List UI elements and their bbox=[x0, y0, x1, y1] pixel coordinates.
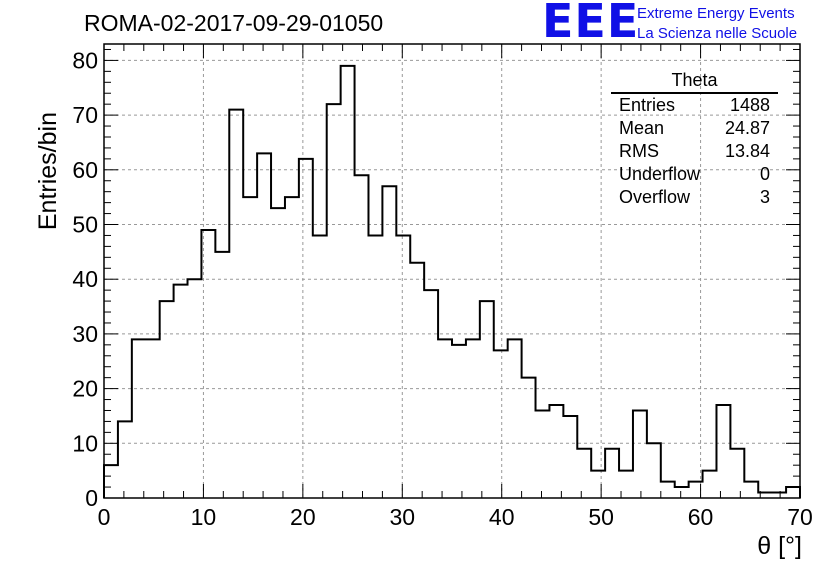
histogram-bin bbox=[730, 449, 744, 498]
histogram-bin bbox=[438, 339, 452, 498]
stats-row-overflow: Overflow 3 bbox=[611, 186, 778, 209]
histogram-bin bbox=[313, 235, 327, 498]
stats-value: 3 bbox=[759, 187, 770, 207]
stats-label: Mean bbox=[619, 118, 665, 138]
histogram-bin bbox=[243, 197, 257, 498]
histogram-bin bbox=[132, 339, 146, 498]
x-axis-label: θ [°] bbox=[757, 532, 802, 560]
histogram-bin bbox=[744, 482, 758, 498]
stats-label: Entries bbox=[619, 95, 676, 115]
histogram-bin bbox=[299, 159, 313, 498]
y-tick-label: 0 bbox=[85, 485, 98, 511]
histogram-bin bbox=[508, 339, 522, 498]
histogram-bin bbox=[716, 405, 730, 498]
histogram-bin bbox=[215, 252, 229, 498]
x-tick-label: 20 bbox=[290, 504, 316, 530]
histogram-bin bbox=[605, 449, 619, 498]
stats-row-rms: RMS 13.84 bbox=[611, 140, 778, 163]
x-tick-label: 30 bbox=[389, 504, 415, 530]
histogram-bin bbox=[229, 110, 243, 498]
y-tick-label: 70 bbox=[72, 102, 98, 128]
histogram-bin bbox=[118, 421, 132, 498]
histogram-bin bbox=[174, 285, 188, 498]
histogram-bin bbox=[675, 487, 689, 498]
histogram-bin bbox=[536, 410, 550, 498]
stats-box: Theta Entries 1488 Mean 24.87 RMS 13.84 … bbox=[611, 70, 778, 209]
histogram-bin bbox=[396, 235, 410, 498]
plot-frame bbox=[103, 43, 801, 499]
histogram-bin bbox=[786, 487, 800, 498]
stats-value: 13.84 bbox=[724, 141, 770, 161]
stats-value: 0 bbox=[759, 164, 770, 184]
x-tick-label: 50 bbox=[588, 504, 614, 530]
histogram-bin bbox=[355, 175, 369, 498]
y-tick-label: 50 bbox=[72, 212, 98, 238]
x-tick-label: 10 bbox=[191, 504, 217, 530]
histogram-bin bbox=[591, 471, 605, 498]
x-tick-label: 70 bbox=[787, 504, 813, 530]
histogram-bin bbox=[257, 153, 271, 498]
histogram-bin bbox=[494, 350, 508, 498]
histogram-bin bbox=[522, 378, 536, 498]
chart-title: ROMA-02-2017-09-29-01050 bbox=[84, 10, 384, 36]
x-tick-label: 40 bbox=[489, 504, 515, 530]
histogram-bin bbox=[466, 339, 480, 498]
y-tick-label: 20 bbox=[72, 376, 98, 402]
y-tick-label: 10 bbox=[72, 430, 98, 456]
stats-label: Underflow bbox=[619, 164, 701, 184]
histogram-bin bbox=[368, 235, 382, 498]
histogram-bin bbox=[285, 197, 299, 498]
histogram-bin bbox=[703, 471, 717, 498]
stats-title: Theta bbox=[611, 70, 778, 94]
histogram-bin bbox=[549, 405, 563, 498]
stats-value: 1488 bbox=[729, 95, 770, 115]
histogram-bin bbox=[577, 449, 591, 498]
histogram-bin bbox=[480, 301, 494, 498]
histogram-bin bbox=[146, 339, 160, 498]
y-tick-label: 60 bbox=[72, 157, 98, 183]
histogram-bin bbox=[647, 443, 661, 498]
histogram-bin bbox=[104, 465, 118, 498]
y-tick-label: 40 bbox=[72, 266, 98, 292]
y-tick-label: 80 bbox=[72, 47, 98, 73]
stats-value: 24.87 bbox=[724, 118, 770, 138]
eee-logo: EEE bbox=[542, 0, 640, 48]
histogram-bin bbox=[633, 410, 647, 498]
stats-row-underflow: Underflow 0 bbox=[611, 163, 778, 186]
histogram-bin bbox=[452, 345, 466, 498]
x-tick-label: 0 bbox=[98, 504, 111, 530]
stats-label: RMS bbox=[619, 141, 659, 161]
stats-label: Overflow bbox=[619, 187, 691, 207]
logo-caption-line1: Extreme Energy Events bbox=[637, 5, 795, 22]
histogram-bin bbox=[563, 416, 577, 498]
logo-caption-line2: La Scienza nelle Scuole bbox=[637, 25, 798, 42]
histogram-bin bbox=[382, 186, 396, 498]
histogram-bin bbox=[424, 290, 438, 498]
histogram-outline bbox=[103, 64, 801, 498]
histogram-bin bbox=[271, 208, 285, 498]
y-axis-label: Entries/bin bbox=[34, 112, 62, 231]
histogram-bin bbox=[410, 263, 424, 498]
histogram-bin bbox=[661, 482, 675, 498]
x-tick-label: 60 bbox=[688, 504, 714, 530]
histogram-bin bbox=[160, 301, 174, 498]
stats-row-entries: Entries 1488 bbox=[611, 94, 778, 117]
stats-row-mean: Mean 24.87 bbox=[611, 117, 778, 140]
histogram-bin bbox=[341, 66, 355, 498]
histogram-bin bbox=[327, 104, 341, 498]
logo-caption: Extreme Energy Events La Scienza nelle S… bbox=[637, 4, 797, 44]
y-tick-label: 30 bbox=[72, 321, 98, 347]
